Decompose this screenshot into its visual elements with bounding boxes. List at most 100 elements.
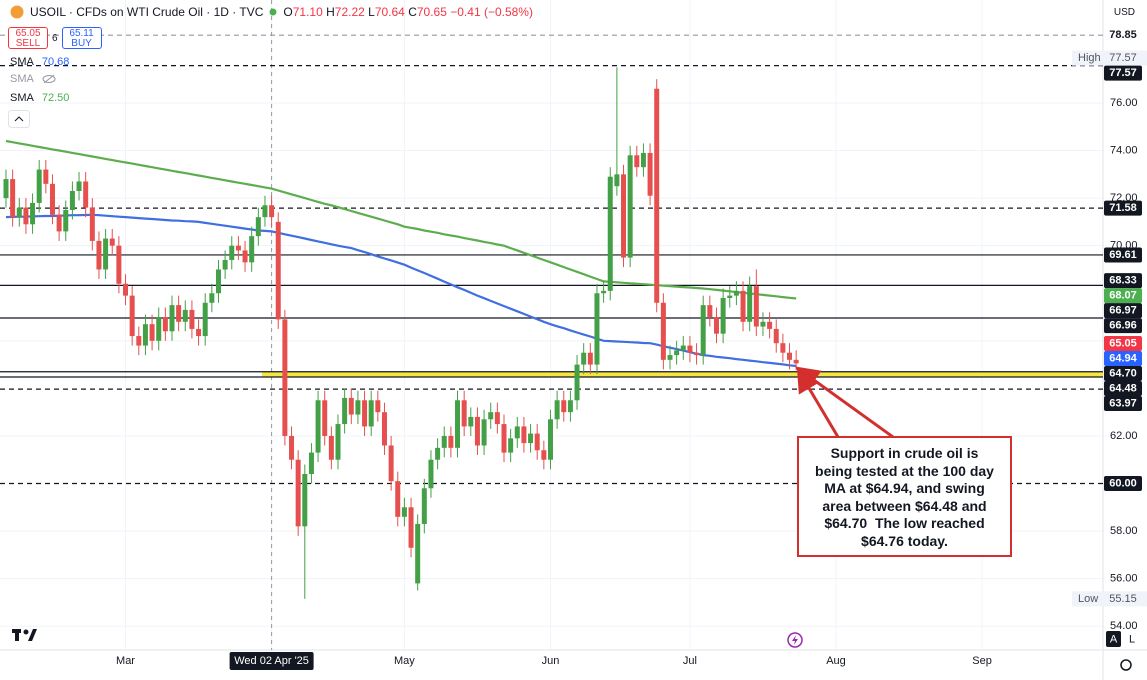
candle-body	[10, 179, 16, 218]
buy-button[interactable]: 65.11 BUY	[61, 27, 102, 49]
annotation-line: being tested at the 100 day	[815, 462, 994, 479]
candle-body	[348, 397, 354, 415]
candle-body	[43, 169, 49, 184]
candle-body	[335, 424, 341, 460]
price-label: 78.85	[1109, 29, 1137, 41]
candle-body	[255, 217, 261, 237]
annotation-line: $64.76 today.	[861, 532, 948, 549]
price-label-bg	[1104, 65, 1142, 81]
candle-body	[508, 438, 514, 453]
candle-body	[747, 286, 753, 322]
ohlc-value: 71.10	[292, 5, 323, 19]
candle-body	[753, 286, 759, 327]
price-label-bg	[1104, 288, 1142, 304]
candle-body	[640, 152, 646, 168]
price-label-bg	[1104, 335, 1142, 351]
sell-button[interactable]: 65.05 SELL	[8, 27, 48, 49]
price-label: 69.61	[1109, 249, 1137, 261]
candle-body	[461, 400, 467, 427]
support-band	[262, 371, 1103, 377]
x-tick-label: Wed 02 Apr '25	[234, 655, 309, 667]
candle-body	[322, 400, 328, 436]
ohlc-value: 72.22	[334, 5, 365, 19]
candle-body	[694, 352, 700, 356]
price-label: 68.33	[1109, 275, 1137, 287]
price-label: 71.58	[1109, 202, 1137, 214]
candle-body	[295, 459, 301, 527]
indicator-name: SMA	[10, 56, 34, 68]
candle-body	[96, 240, 102, 270]
price-label: 77.57	[1109, 52, 1137, 64]
candle-body	[733, 290, 739, 296]
candle-body	[149, 324, 155, 341]
symbol-title[interactable]: USOIL · CFDs on WTI Crude Oil · 1D · TVC	[30, 5, 264, 19]
candle-body	[209, 293, 215, 303]
candle-body	[242, 250, 248, 263]
currency[interactable]: USD	[1113, 7, 1135, 18]
candle-body	[176, 305, 182, 322]
candle-body	[142, 324, 148, 346]
candle-body	[687, 345, 693, 353]
candle-body	[521, 426, 527, 444]
candle-body	[780, 343, 786, 353]
x-tick-label: May	[394, 655, 415, 667]
candle-body	[547, 419, 553, 460]
indicator[interactable]: SMA 70.68	[10, 56, 69, 68]
collapse-button[interactable]	[8, 110, 30, 128]
candle-body	[448, 435, 454, 448]
candle-body	[627, 155, 633, 258]
indicator-name: SMA	[10, 73, 34, 85]
annotation-line: area between $64.48 and	[822, 497, 987, 514]
candle-body	[49, 183, 55, 215]
indicator[interactable]: SMA	[10, 73, 56, 85]
candle-body	[408, 507, 414, 548]
candle-body	[129, 295, 135, 337]
candle-body	[136, 336, 142, 346]
candle-body	[215, 269, 221, 294]
candle-body	[381, 412, 387, 446]
candle-body	[362, 400, 368, 427]
price-label-bg	[1104, 318, 1142, 334]
candle-body	[567, 400, 573, 413]
candle-body	[574, 364, 580, 401]
candle-body	[435, 447, 441, 460]
candle-body	[83, 181, 89, 208]
candle-body	[541, 450, 547, 460]
candle-body	[235, 245, 241, 251]
candle-body	[740, 290, 746, 322]
price-label: 65.05	[1109, 337, 1137, 349]
candle-body	[63, 210, 69, 232]
price-label: 60.00	[1109, 477, 1137, 489]
candle-body	[654, 88, 660, 303]
candle-wick	[616, 67, 618, 196]
candle-body	[614, 174, 620, 187]
candle-body	[621, 174, 627, 258]
price-label-bg	[1104, 395, 1142, 411]
symbol-header: USOIL · CFDs on WTI Crude Oil · 1D · TVC…	[10, 5, 533, 19]
candle-body	[720, 298, 726, 334]
candle-body	[189, 309, 195, 329]
indicator[interactable]: SMA 72.50	[10, 92, 69, 104]
price-label: 66.96	[1109, 320, 1137, 332]
candle-body	[488, 412, 494, 420]
y-tick-label: 74.00	[1110, 144, 1138, 156]
candle-body	[594, 293, 600, 365]
indicator-value: 72.50	[41, 92, 70, 104]
ohlc-key: C	[408, 5, 417, 19]
candle-body	[607, 176, 613, 291]
candle-body	[36, 169, 42, 203]
candle-body	[707, 305, 713, 318]
candle-body	[494, 412, 500, 425]
candle-body	[674, 350, 680, 356]
candle-body	[222, 259, 228, 270]
candle-body	[23, 207, 29, 225]
trade-panel: 65.05 SELL 6 65.11 BUY	[8, 27, 102, 49]
candle-body	[89, 207, 95, 241]
candle-body	[262, 205, 268, 218]
candle-body	[680, 345, 686, 351]
buy-label: BUY	[71, 38, 92, 49]
candle-body	[169, 305, 175, 332]
ohlc-value: 70.64	[374, 5, 405, 19]
